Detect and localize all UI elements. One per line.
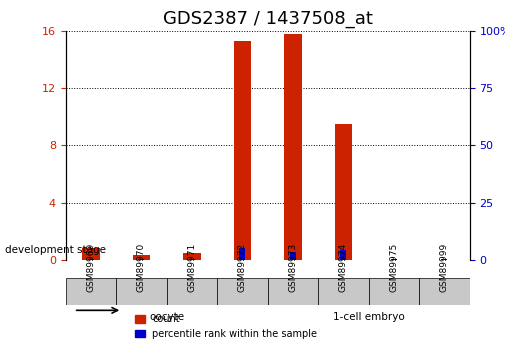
Text: GSM89971: GSM89971 xyxy=(187,243,196,292)
Text: GSM89974: GSM89974 xyxy=(339,243,348,292)
Text: GSM89970: GSM89970 xyxy=(137,243,146,292)
FancyBboxPatch shape xyxy=(116,278,167,305)
Text: GSM89972: GSM89972 xyxy=(238,243,247,292)
FancyBboxPatch shape xyxy=(167,278,217,305)
Bar xyxy=(82,248,100,260)
FancyBboxPatch shape xyxy=(217,278,268,305)
Bar xyxy=(334,124,352,260)
Bar xyxy=(183,253,200,260)
Bar xyxy=(88,258,94,260)
Text: GSM89973: GSM89973 xyxy=(288,243,297,292)
Legend: count, percentile rank within the sample: count, percentile rank within the sample xyxy=(131,310,321,343)
FancyBboxPatch shape xyxy=(268,278,318,305)
Bar xyxy=(340,250,346,260)
Bar xyxy=(239,248,245,260)
Text: 1-cell embryo: 1-cell embryo xyxy=(333,312,405,322)
Text: GSM89975: GSM89975 xyxy=(389,243,398,292)
FancyBboxPatch shape xyxy=(318,278,369,305)
Text: oocyte: oocyte xyxy=(149,312,184,322)
Bar xyxy=(234,41,251,260)
Text: development stage: development stage xyxy=(5,245,106,255)
Bar xyxy=(138,259,144,260)
Bar xyxy=(284,34,301,260)
FancyBboxPatch shape xyxy=(369,278,419,305)
Bar xyxy=(132,255,150,260)
Text: GSM89999: GSM89999 xyxy=(440,243,449,292)
FancyBboxPatch shape xyxy=(66,278,116,305)
Title: GDS2387 / 1437508_at: GDS2387 / 1437508_at xyxy=(163,10,373,28)
FancyBboxPatch shape xyxy=(268,307,470,326)
Text: GSM89969: GSM89969 xyxy=(86,243,95,292)
FancyBboxPatch shape xyxy=(66,307,268,326)
Bar xyxy=(290,252,296,260)
FancyBboxPatch shape xyxy=(419,278,470,305)
